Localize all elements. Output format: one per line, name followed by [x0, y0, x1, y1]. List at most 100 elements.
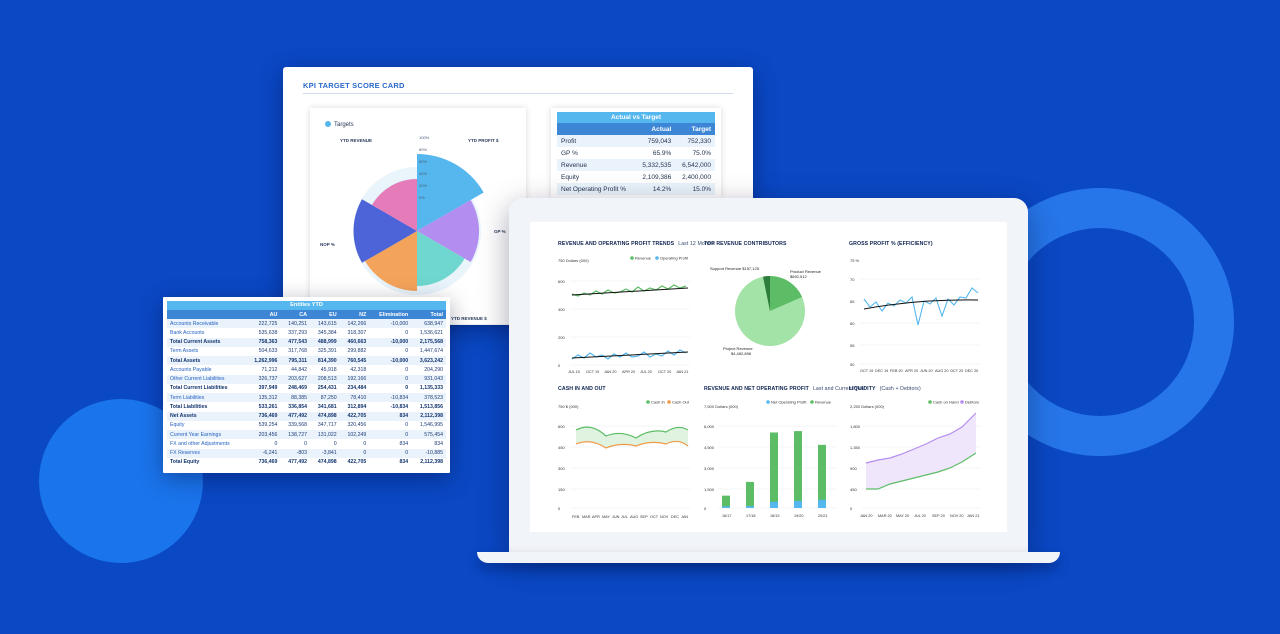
cell-value: 0: [304, 440, 307, 447]
x-tick: 20/21: [818, 514, 828, 518]
cell-value: 44,842: [291, 366, 307, 373]
legend-dot-debtors: [960, 400, 964, 404]
cell-value: 535,638: [258, 329, 278, 336]
cell-value: -10,000: [369, 319, 412, 329]
cell-value: 0: [405, 329, 409, 336]
cell-value: 736,469: [258, 459, 278, 466]
table-row: Total Current Assets 758,363 477,543 488,99…: [167, 337, 446, 347]
legend-label-op: Operating Profit: [660, 256, 689, 261]
cell-value: 422,705: [339, 411, 370, 421]
x-tick: MAY 20: [896, 514, 909, 518]
row-label: Revenue: [561, 161, 588, 169]
cell-value: 0: [274, 440, 278, 447]
cell-value: 2,112,398: [420, 459, 443, 466]
liquidity-band: [866, 413, 976, 489]
chart-unit: 750 Dollars (000): [558, 258, 589, 263]
legend-label-debtors: Debtors: [965, 400, 979, 405]
liquidity-svg: 2,250 Dollars (000) Cash on Hand Debtors…: [850, 400, 980, 518]
table-row: Total Liabilities 533,261 336,854 341,681 31…: [167, 402, 446, 411]
table-header: CA: [280, 310, 310, 319]
x-tick: APR 20: [905, 369, 918, 373]
actual-value: 2,109,386: [642, 173, 672, 181]
cell-value: -3,841: [310, 448, 340, 458]
cell-value: -803: [280, 448, 310, 458]
cell-value: 834: [369, 411, 412, 421]
x-tick: MAR: [582, 515, 591, 519]
y-tick: 450: [558, 445, 565, 450]
cell-value: 834: [399, 459, 409, 466]
cell-value: 325,391: [317, 348, 337, 355]
table-header: NZ: [339, 310, 370, 319]
cell-value: 3,623,242: [411, 356, 446, 366]
cell-value: 254,431: [317, 385, 337, 392]
cell-value: 135,312: [245, 393, 281, 403]
row-label: Total Equity: [170, 459, 200, 466]
x-tick: JAN 20: [860, 514, 872, 518]
chart-subtitle: Last 12 Months: [678, 241, 716, 247]
y-ticks: 6,000 4,500 3,000 1,500 0: [704, 424, 715, 511]
y-tick: 1,350: [850, 445, 861, 450]
table-header: AU: [245, 310, 281, 319]
gross-svg: 75 % 70 65 60 55 50 OCT 19 DEC 19 FEB 20…: [850, 258, 980, 373]
x-tick: FEB 20: [890, 369, 903, 373]
cell-value: 795,311: [280, 356, 310, 366]
x-tick: JAN 21: [676, 370, 688, 374]
targets-legend-dot: [325, 121, 331, 127]
actual-vs-target-card: Actual vs Target Actual Target Profit 759…: [551, 108, 721, 198]
table-row: Accounts Receivable 222,725 140,251 143,615…: [167, 319, 446, 329]
cell-value: 339,568: [288, 422, 307, 429]
kpi-title-rule: [303, 93, 733, 94]
x-tick: JAN 21: [967, 514, 979, 518]
x-tick: 17/18: [746, 514, 756, 518]
table-row: Term Liabilities 135,312 88,385 87,250 78,41…: [167, 393, 446, 403]
targets-legend-label: Targets: [334, 122, 354, 128]
cell-value: 102,249: [339, 430, 370, 440]
cell-value: 131,022: [310, 430, 340, 440]
cash-in-line: [575, 426, 689, 439]
pie-label-project: Project Revenue: [723, 346, 753, 351]
radar-label-nop: NOP %: [320, 242, 335, 247]
bar-net-operating-profit: [794, 500, 802, 508]
cell-value: 1,536,621: [419, 329, 443, 336]
radar-label-ytd-revenue: YTD REVENUE: [340, 138, 372, 143]
row-label: Accounts Payable: [170, 366, 212, 373]
chart-unit: 75 %: [850, 258, 860, 263]
y-tick: 400: [558, 307, 565, 312]
target-value: 752,330: [687, 137, 712, 145]
cell-value: 45,918: [320, 366, 337, 373]
table-header: EU: [310, 310, 340, 319]
chart-title: GROSS PROFIT % (EFFICIENCY): [849, 241, 933, 247]
legend-label-nop: Net Operating Profit: [771, 400, 807, 405]
chart-rev-op: REVENUE AND OPERATING PROFIT TRENDS Last …: [556, 241, 715, 376]
row-label: Other Current Liabilities: [167, 374, 246, 384]
op-trend-line: [571, 351, 689, 359]
row-label: Current Year Earnings: [167, 430, 246, 440]
bar-net-operating-profit: [770, 501, 778, 508]
cell-value: 143,615: [310, 319, 340, 329]
cell-value: 1,546,995: [419, 422, 443, 429]
cell-value: 575,454: [411, 430, 446, 440]
table-header: Elimination: [369, 310, 412, 319]
cell-value: 488,999: [310, 337, 340, 347]
x-tick: APR 20: [622, 370, 635, 374]
cell-value: 345,384: [317, 329, 337, 336]
table-row: Bank Accounts 535,638 337,293 345,384 318,30…: [167, 328, 446, 337]
cell-value: 533,261: [258, 403, 278, 410]
cell-value: 504,633: [258, 348, 278, 355]
cell-value: 140,251: [280, 319, 310, 329]
actual-value: 65.9%: [652, 149, 672, 157]
table-header-row: AU CA EU NZ Elimination Total: [167, 310, 446, 319]
cell-value: 142,266: [339, 319, 370, 329]
table-row: Total Current Liabilities 397,949 248,469 2…: [167, 384, 446, 393]
x-tick: NOV: [660, 515, 669, 519]
cell-value: 477,492: [280, 411, 310, 421]
cell-value: 192,166: [339, 374, 370, 384]
table-row: GP % 65.9% 75.0%: [557, 147, 715, 159]
radar-slice-gp: [417, 200, 480, 262]
legend-dot-cash-in: [646, 400, 650, 404]
radar-tick-80: 80%: [419, 147, 427, 152]
table-row: Other Current Liabilities 326,737 203,627 2…: [167, 374, 446, 384]
cell-value: 758,363: [245, 337, 281, 347]
table-row: Total Assets 1,262,996 795,311 814,390 760,5…: [167, 356, 446, 366]
row-label: Net Operating Profit %: [561, 185, 627, 193]
